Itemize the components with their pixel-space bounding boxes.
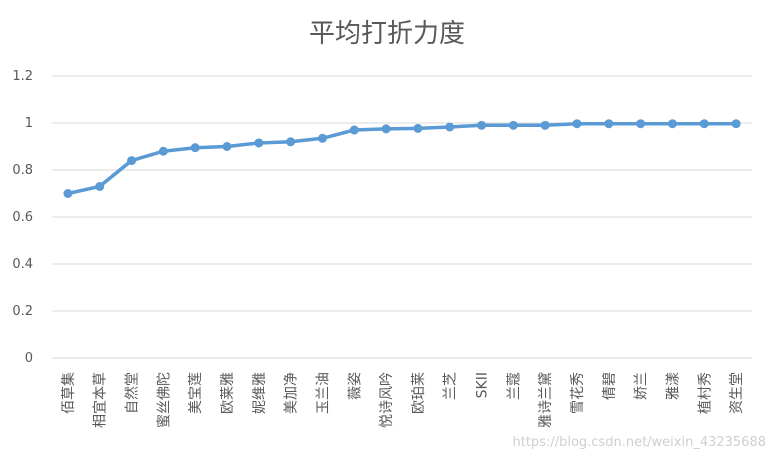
x-category-label: 娇兰 xyxy=(634,372,650,400)
data-point xyxy=(190,143,200,153)
series-line xyxy=(66,121,738,196)
x-category-label: 欧莱雅 xyxy=(220,372,236,414)
data-point xyxy=(158,146,168,156)
data-point xyxy=(445,122,455,132)
data-point xyxy=(604,119,614,129)
data-point xyxy=(413,123,423,133)
data-point xyxy=(667,119,677,129)
data-point xyxy=(636,119,646,129)
y-tick-label: 0 xyxy=(25,351,33,366)
y-tick-label: 0.2 xyxy=(12,304,33,319)
data-point xyxy=(572,119,582,129)
y-tick-label: 1.2 xyxy=(12,69,33,84)
x-axis-category-labels: 佰草集 相宜本草 自然堂 蜜丝佛陀 美宝莲 欧莱雅 妮维雅 美加净 玉兰油 薇姿 悦诗风吟 欧珀莱 兰芝… xyxy=(60,372,745,428)
data-point xyxy=(381,124,391,134)
y-tick-label: 0.8 xyxy=(12,163,33,178)
x-category-label: 相宜本草 xyxy=(93,372,109,428)
x-category-label: 雪花秀 xyxy=(570,372,586,414)
x-category-label: 妮维雅 xyxy=(252,372,268,414)
data-point xyxy=(349,125,359,135)
data-point xyxy=(731,119,741,129)
x-category-label: 资生堂 xyxy=(729,372,745,414)
x-category-label: 佰草集 xyxy=(60,372,77,414)
x-category-label: 植村秀 xyxy=(697,372,713,414)
data-point xyxy=(127,156,137,166)
data-point xyxy=(317,133,327,143)
data-point xyxy=(63,189,73,198)
y-tick-label: 0.4 xyxy=(12,257,33,272)
y-tick-label: 1 xyxy=(25,116,33,131)
x-category-label: 兰蔻 xyxy=(506,372,522,400)
watermark-text: https://blog.csdn.net/weixin_43235688 xyxy=(512,435,766,450)
chart-title: 平均打折力度 xyxy=(309,19,465,49)
data-point xyxy=(286,137,296,147)
x-category-label: 兰芝 xyxy=(443,372,459,400)
data-point xyxy=(699,119,709,129)
data-point xyxy=(254,138,264,148)
y-tick-label: 0.6 xyxy=(12,210,33,225)
x-category-label: 悦诗风吟 xyxy=(379,372,395,428)
x-category-label: SKII xyxy=(475,372,491,398)
y-axis-tick-labels: 0 0.2 0.4 0.6 0.8 1 1.2 xyxy=(12,69,33,366)
x-category-label: 雅漾 xyxy=(664,372,681,400)
data-point xyxy=(540,120,550,130)
x-category-label: 蜜丝佛陀 xyxy=(156,372,172,428)
data-point xyxy=(222,142,232,151)
series-points xyxy=(63,119,741,198)
x-category-label: 自然堂 xyxy=(124,372,141,414)
data-point xyxy=(477,120,487,130)
data-point xyxy=(95,181,105,191)
x-category-label: 玉兰油 xyxy=(315,372,331,414)
gridlines xyxy=(52,75,752,359)
x-category-label: 美加净 xyxy=(284,372,300,414)
x-category-label: 倩碧 xyxy=(602,372,618,400)
x-category-label: 雅诗兰黛 xyxy=(538,372,554,428)
x-category-label: 薇姿 xyxy=(347,372,363,400)
x-category-label: 欧珀莱 xyxy=(411,372,427,414)
x-category-label: 美宝莲 xyxy=(188,372,204,414)
data-point xyxy=(508,120,518,130)
